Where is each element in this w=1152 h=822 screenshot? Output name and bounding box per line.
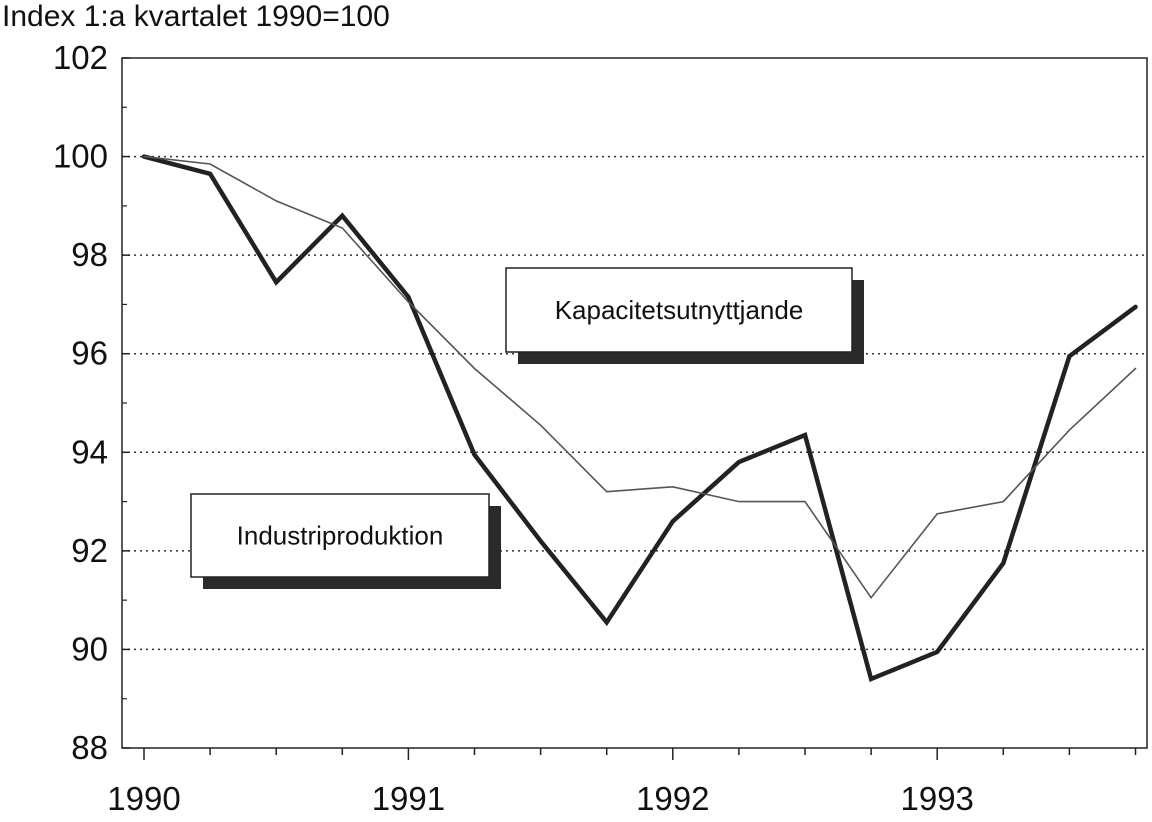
y-tick-label: 96 [71, 335, 108, 372]
axis-layer: 88 90 92 94 96 98 100 102 1990 1991 1992 1993 [53, 39, 1148, 817]
series-line-industriproduktion [141, 154, 1138, 683]
x-tick-label: 1990 [107, 780, 180, 817]
plot-frame [121, 57, 1148, 749]
series-layer [141, 154, 1138, 683]
y-tick-label: 102 [53, 39, 108, 76]
y-tick-label: 100 [53, 138, 108, 175]
legend-kapacitetsutnyttjande-box [505, 267, 853, 353]
y-tick-label: 88 [71, 729, 108, 766]
legend-industriproduktion-box [190, 493, 490, 578]
x-tick-label: 1991 [372, 780, 445, 817]
legend-layer: Kapacitetsutnyttjande Industriproduktion [190, 267, 864, 589]
y-tick-label: 94 [71, 433, 108, 470]
y-axis-title: Index 1:a kvartalet 1990=100 [2, 0, 390, 33]
y-tick-label: 98 [71, 236, 108, 273]
y-tick-label: 90 [71, 630, 108, 667]
x-tick-label: 1993 [900, 780, 973, 817]
y-tick-label: 92 [71, 532, 108, 569]
x-tick-label: 1992 [636, 780, 709, 817]
legend-kapacitetsutnyttjande-label: Kapacitetsutnyttjande [555, 295, 804, 325]
legend-industriproduktion-label: Industriproduktion [237, 521, 444, 551]
series-line-kapacitetsutnyttjande [143, 155, 1137, 600]
